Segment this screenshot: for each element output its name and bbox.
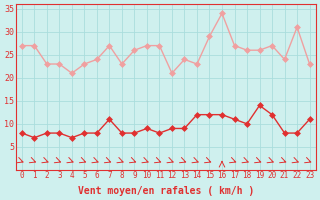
X-axis label: Vent moyen/en rafales ( km/h ): Vent moyen/en rafales ( km/h ) (77, 186, 254, 196)
